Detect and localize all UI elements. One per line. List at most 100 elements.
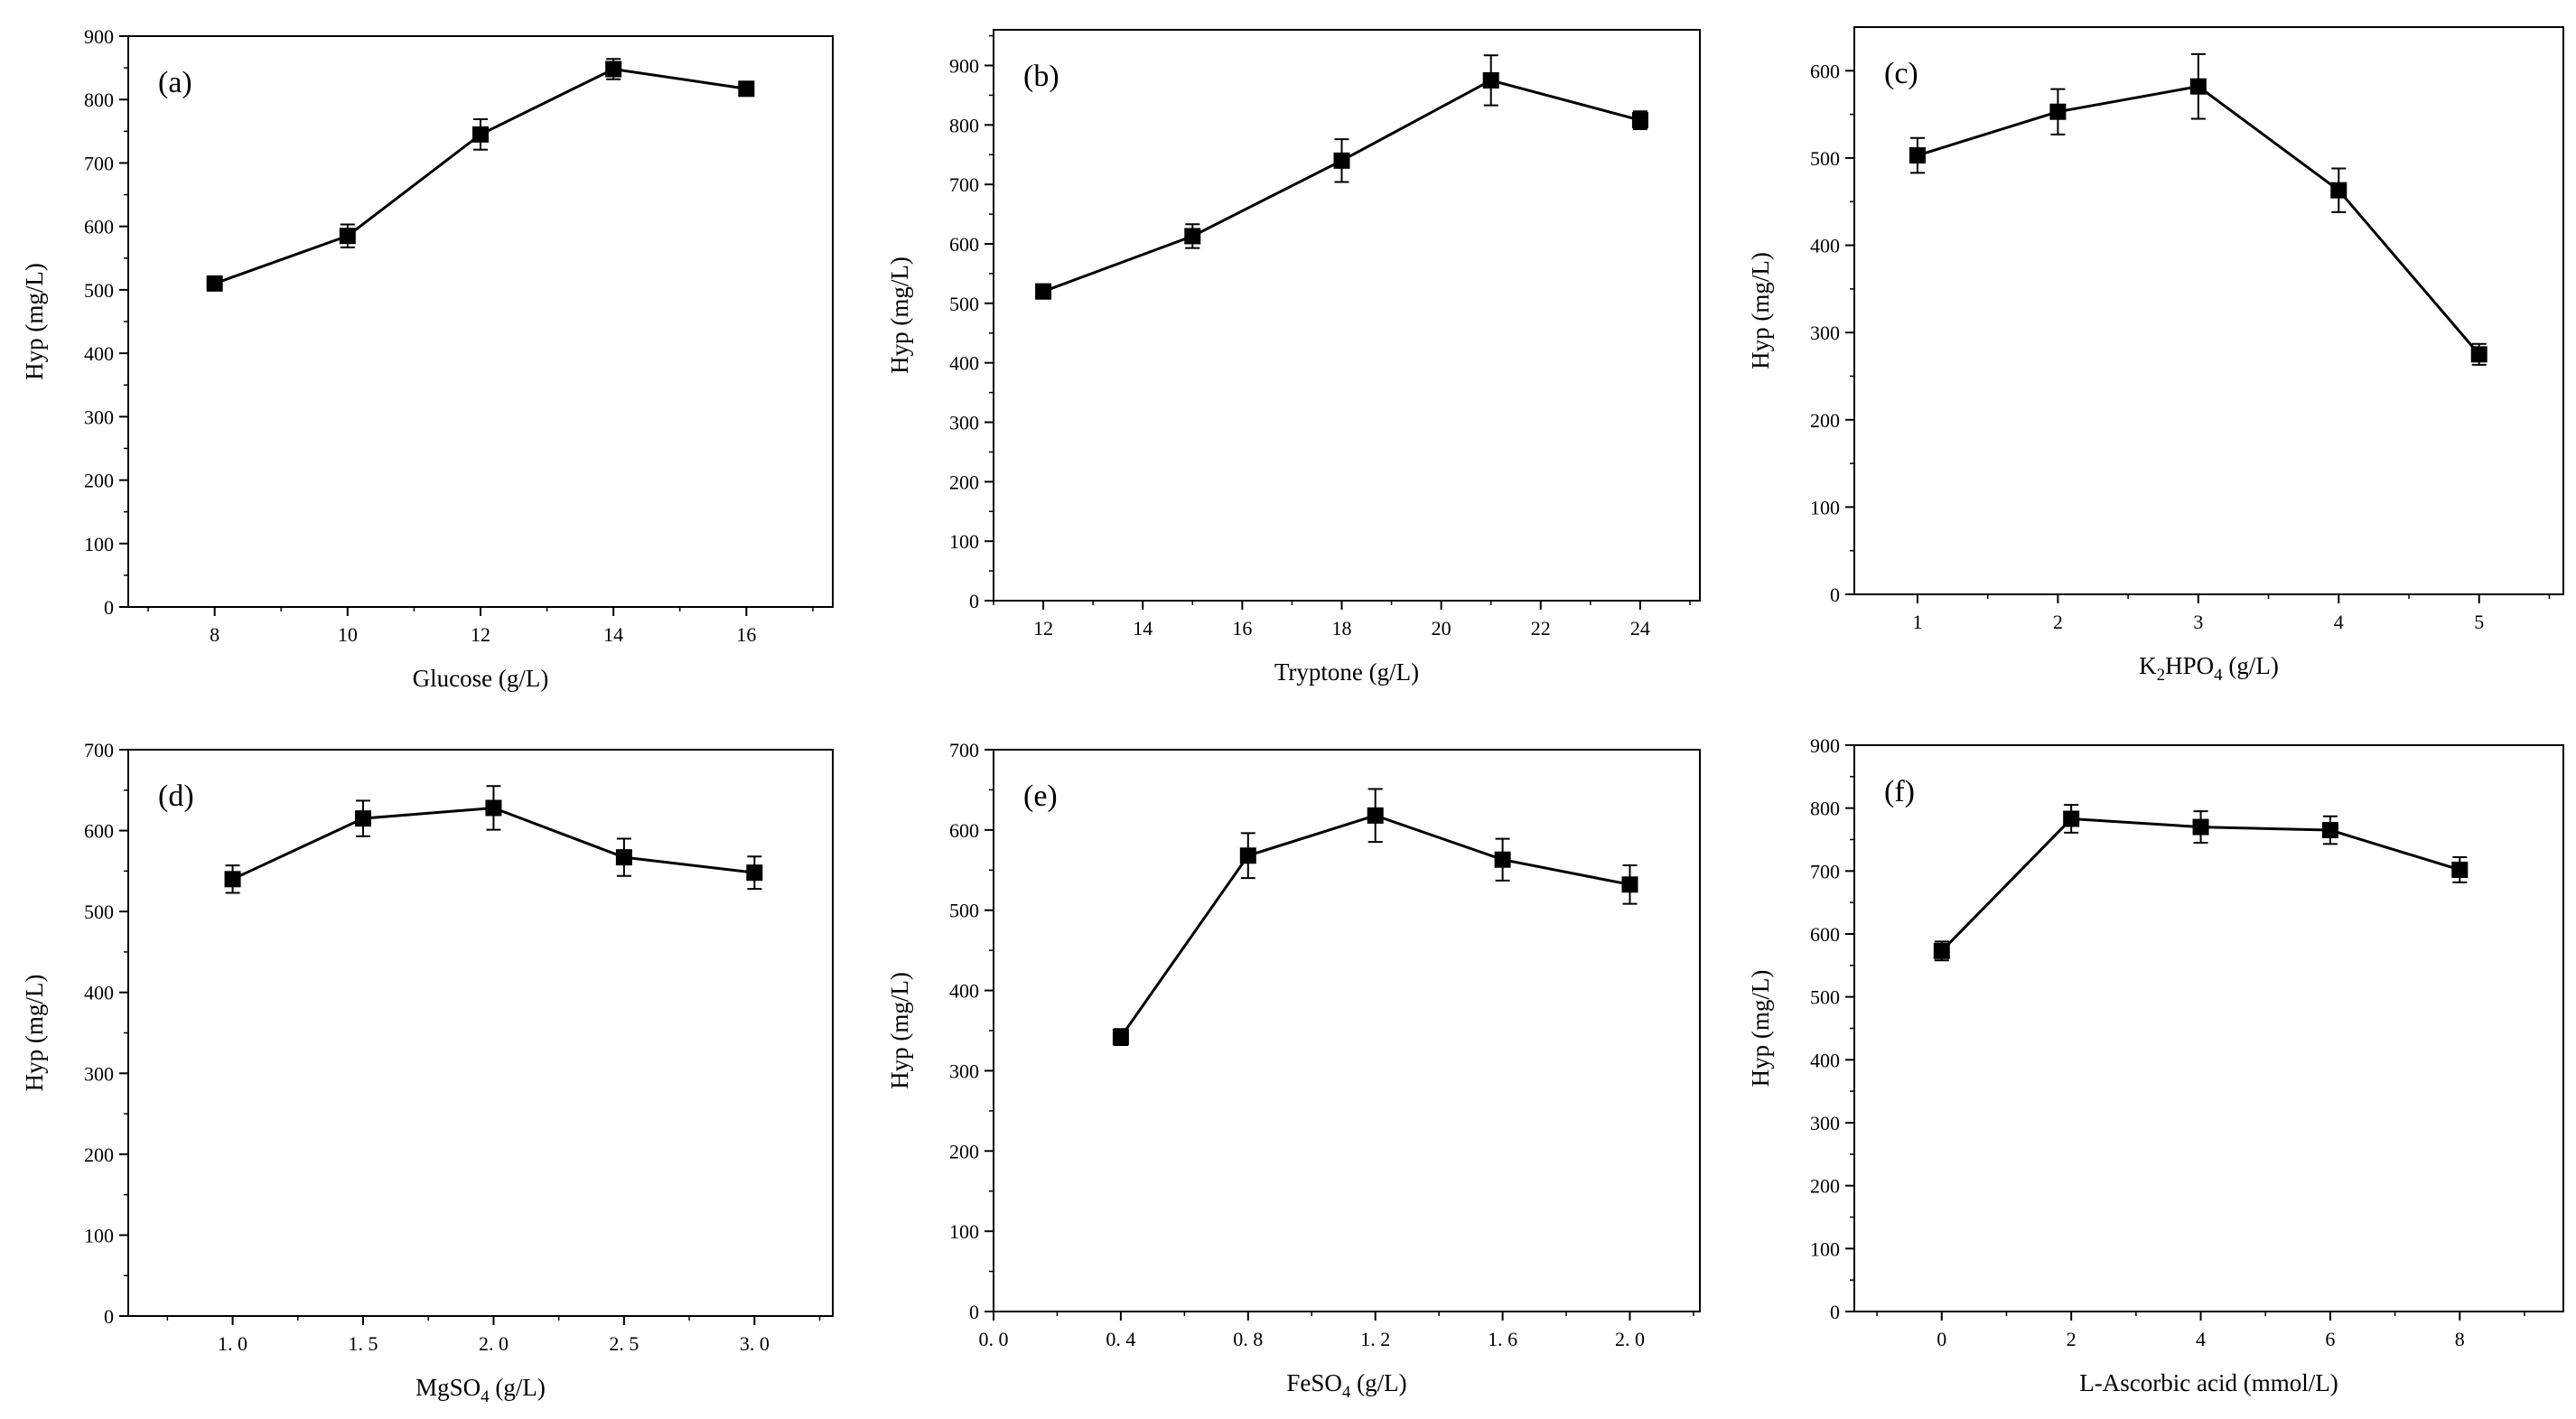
x-axis-label-part: FeSO: [1286, 1369, 1342, 1396]
x-tick-label: 12: [1033, 617, 1053, 639]
y-axis-label: Hyp (mg/L): [21, 263, 48, 380]
data-point: [615, 849, 632, 866]
panel-label: (a): [158, 66, 192, 99]
y-tick-label: 600: [949, 819, 979, 842]
x-tick-label: 2. 0: [1615, 1328, 1645, 1350]
x-tick-label: 0. 4: [1106, 1328, 1135, 1350]
x-tick-label: 8: [210, 623, 219, 646]
y-tick-label: 100: [1810, 1237, 1840, 1260]
data-point: [355, 810, 371, 827]
data-point: [1333, 152, 1350, 169]
x-axis-label: Tryptone (g/L): [1274, 658, 1419, 686]
y-tick-label: 600: [1810, 923, 1840, 946]
y-tick-label: 700: [84, 739, 114, 761]
y-tick-label: 300: [1810, 322, 1840, 344]
x-axis-label-part: (g/L): [490, 1374, 546, 1401]
x-axis-label: K2HPO4 (g/L): [2139, 652, 2279, 685]
x-tick-label: 2. 0: [479, 1332, 509, 1355]
y-tick-label: 800: [1810, 798, 1840, 820]
x-tick-label: 3. 0: [740, 1332, 770, 1355]
data-point: [1482, 71, 1499, 89]
x-axis-label-part: MgSO: [415, 1374, 481, 1401]
y-axis-label: Hyp (mg/L): [886, 972, 913, 1089]
y-tick-label: 900: [949, 55, 979, 78]
y-tick-label: 400: [1810, 235, 1840, 257]
y-tick-label: 700: [84, 152, 114, 174]
series-line: [1119, 814, 1630, 1038]
y-tick-label: 100: [949, 1220, 979, 1243]
y-tick-label: 500: [84, 901, 114, 923]
x-tick-label: 16: [1232, 617, 1252, 639]
x-tick-label: 18: [1331, 617, 1351, 639]
y-tick-label: 600: [84, 216, 114, 238]
x-tick-label: 1. 0: [218, 1332, 247, 1355]
x-tick-label: 2: [2053, 611, 2063, 633]
data-point: [1631, 112, 1648, 129]
y-tick-label: 500: [1810, 986, 1840, 1009]
y-tick-label: 400: [84, 342, 114, 365]
x-tick-label: 4: [2196, 1328, 2206, 1350]
x-tick-label: 1. 2: [1360, 1328, 1390, 1350]
y-tick-label: 0: [969, 590, 979, 612]
x-tick-label: 20: [1432, 617, 1451, 639]
x-tick-label: 3: [2193, 611, 2203, 633]
panel-e: 0 100 200 300 400 500 600 700 0. 0 0. 4 0. 8 1. 2 1.…: [886, 739, 1701, 1402]
y-tick-label: 0: [969, 1301, 979, 1323]
data-point: [605, 61, 622, 78]
data-point: [1184, 228, 1201, 245]
y-axis-label: Hyp (mg/L): [886, 257, 913, 374]
x-axis-label-part: K: [2139, 652, 2157, 679]
y-tick-label: 400: [1810, 1049, 1840, 1071]
panel-label: (f): [1884, 775, 1915, 808]
y-axis-label: Hyp (mg/L): [1747, 252, 1774, 369]
x-axis-label: L-Ascorbic acid (mmol/L): [2079, 1369, 2338, 1396]
x-tick-label: 2: [2067, 1328, 2077, 1350]
x-tick-label: 1. 5: [349, 1332, 378, 1355]
x-axis-label: FeSO4 (g/L): [1286, 1369, 1406, 1402]
panel-d: 0 100 200 300 400 500 600 700 1. 0 1. 5 2. 0 2. 5 3.…: [21, 739, 834, 1406]
y-axis-label: Hyp (mg/L): [1747, 970, 1774, 1088]
x-tick-label: 1: [1912, 611, 1922, 633]
y-axis-label: Hyp (mg/L): [21, 975, 48, 1092]
data-point: [1933, 942, 1950, 959]
y-tick-label: 300: [949, 1060, 979, 1082]
x-axis-label-part: (g/L): [2223, 652, 2279, 679]
data-point: [1621, 876, 1638, 893]
panel-a: 0 100 200 300 400 500 600 700 800 900 8 10 12 14 16 (a)…: [21, 25, 834, 692]
x-tick-label: 4: [2334, 611, 2344, 633]
y-tick-label: 200: [949, 1140, 979, 1162]
data-point: [2330, 182, 2347, 199]
y-tick-label: 100: [84, 533, 114, 555]
y-tick-label: 200: [949, 471, 979, 493]
x-tick-label: 16: [736, 623, 756, 646]
data-point: [1909, 147, 1926, 164]
x-tick-label: 0. 8: [1233, 1328, 1263, 1350]
y-tick-label: 100: [949, 530, 979, 553]
plot-frame: [127, 749, 834, 1317]
x-tick-label: 22: [1531, 617, 1551, 639]
data-point: [2049, 103, 2067, 120]
y-tick-label: 900: [1810, 734, 1840, 757]
data-point: [1239, 847, 1256, 864]
y-tick-label: 600: [949, 233, 979, 256]
data-point: [485, 799, 502, 817]
data-point: [1367, 807, 1384, 824]
panel-label: (c): [1884, 57, 1918, 90]
x-tick-label: 14: [603, 623, 623, 646]
y-tick-label: 600: [1810, 60, 1840, 82]
data-point: [2192, 818, 2209, 836]
x-tick-label: 24: [1630, 617, 1650, 639]
y-tick-label: 300: [84, 406, 114, 428]
panel-b: 0 100 200 300 400 500 600 700 800 900 12 14 16 18 20 22…: [886, 29, 1701, 686]
data-point: [2063, 810, 2080, 827]
y-tick-label: 800: [84, 89, 114, 111]
y-tick-label: 400: [949, 352, 979, 375]
data-point: [2451, 861, 2469, 878]
y-tick-label: 500: [1810, 147, 1840, 170]
y-tick-label: 200: [1810, 1175, 1840, 1198]
panel-label: (e): [1023, 780, 1058, 813]
data-point: [206, 275, 223, 292]
data-point: [1494, 851, 1511, 868]
